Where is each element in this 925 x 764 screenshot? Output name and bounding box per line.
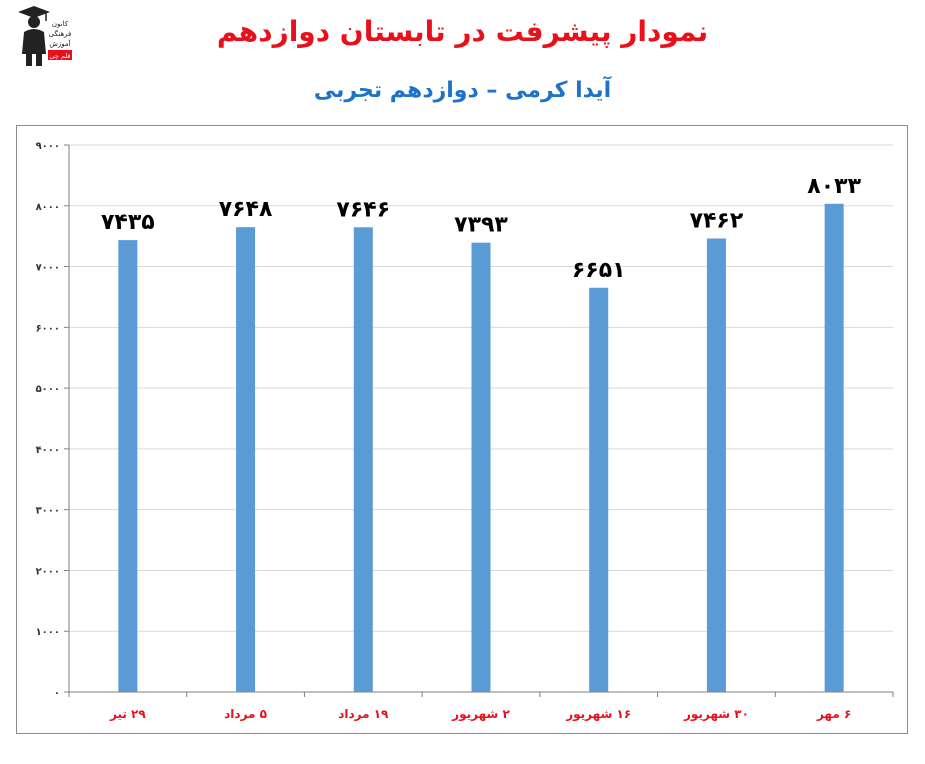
bar-value-label: ۸۰۳۳ — [807, 174, 861, 199]
x-category-label: ۲ شهریور — [451, 707, 510, 722]
bar — [706, 238, 726, 692]
logo-line-2: فرهنگی — [49, 29, 72, 38]
page-subtitle: آیدا کرمی – دوازدهم تجربی — [313, 78, 612, 103]
x-category-label: ۶ مهر — [816, 707, 851, 721]
x-category-label: ۵ مرداد — [224, 707, 267, 721]
y-tick-label: ۴۰۰۰ — [36, 445, 60, 456]
bar — [236, 227, 256, 692]
logo-line-1: کانون — [52, 20, 69, 28]
bar-value-label: ۷۶۴۶ — [336, 197, 390, 222]
bar-value-label: ۷۴۳۵ — [101, 210, 155, 235]
y-tick-label: ۶۰۰۰ — [36, 323, 60, 334]
bar-value-label: ۷۴۶۲ — [690, 208, 744, 233]
x-category-label: ۳۰ شهریور — [683, 707, 749, 722]
graduate-logo-icon: کانون فرهنگی آموزش قلم چی — [18, 6, 72, 66]
y-tick-label: ۵۰۰۰ — [36, 384, 60, 395]
logo-line-4: قلم چی — [49, 52, 70, 60]
chart-frame: ۰ ۱۰۰۰ ۲۰۰۰ ۳۰۰۰ ۴۰۰۰ ۵۰۰۰ ۶۰۰۰ ۷۰۰۰ ۸۰۰۰ ۹۰۰۰ ۷۴۳… — [16, 125, 908, 734]
bar-chart: ۰ ۱۰۰۰ ۲۰۰۰ ۳۰۰۰ ۴۰۰۰ ۵۰۰۰ ۶۰۰۰ ۷۰۰۰ ۸۰۰۰ ۹۰۰۰ ۷۴۳… — [36, 141, 894, 722]
bar — [118, 240, 138, 692]
page-title: نمودار پیشرفت در تابستان دوازدهم — [216, 15, 709, 48]
brand-logo: کانون فرهنگی آموزش قلم چی — [12, 4, 74, 68]
logo-line-3: آموزش — [49, 39, 71, 48]
y-tick-label: ۳۰۰۰ — [36, 506, 60, 517]
bar — [471, 242, 491, 692]
x-category-label: ۱۹ مرداد — [338, 707, 389, 721]
bar-value-label: ۷۳۹۳ — [454, 213, 508, 238]
bar — [353, 227, 373, 692]
y-tick-label: ۲۰۰۰ — [36, 566, 60, 577]
y-tick-label: ۰ — [54, 688, 60, 699]
x-category-label: ۲۹ تیر — [109, 707, 146, 721]
x-category-label: ۱۶ شهریور — [565, 707, 631, 722]
y-tick-label: ۹۰۰۰ — [36, 141, 60, 152]
y-tick-label: ۱۰۰۰ — [36, 627, 60, 638]
bar-value-label: ۶۶۵۱ — [572, 258, 626, 283]
y-tick-label: ۸۰۰۰ — [36, 202, 60, 213]
bar-value-label: ۷۶۴۸ — [219, 197, 273, 222]
bar — [589, 287, 609, 692]
y-tick-label: ۷۰۰۰ — [36, 263, 60, 274]
bar — [824, 203, 844, 693]
